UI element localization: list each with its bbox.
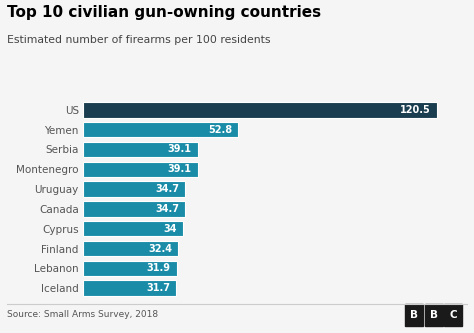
Text: 39.1: 39.1 [168, 164, 192, 174]
Text: 52.8: 52.8 [208, 125, 232, 135]
Text: Top 10 civilian gun-owning countries: Top 10 civilian gun-owning countries [7, 5, 321, 20]
Bar [83, 102, 437, 118]
Text: 34: 34 [164, 224, 177, 234]
Text: B: B [410, 310, 418, 320]
Bar [83, 221, 183, 236]
Bar [83, 122, 238, 137]
Text: B: B [430, 310, 438, 320]
Bar [83, 181, 185, 197]
Text: 34.7: 34.7 [155, 204, 179, 214]
Text: Estimated number of firearms per 100 residents: Estimated number of firearms per 100 res… [7, 35, 271, 45]
Text: 39.1: 39.1 [168, 145, 192, 155]
Text: 34.7: 34.7 [155, 184, 179, 194]
Text: C: C [449, 310, 457, 320]
Text: 31.7: 31.7 [146, 283, 170, 293]
Bar [83, 280, 176, 296]
Bar [83, 162, 198, 177]
Bar [83, 201, 185, 216]
Text: 120.5: 120.5 [400, 105, 431, 115]
Text: 31.9: 31.9 [147, 263, 171, 273]
Text: 32.4: 32.4 [148, 243, 172, 253]
Text: Source: Small Arms Survey, 2018: Source: Small Arms Survey, 2018 [7, 310, 158, 319]
Bar [83, 261, 177, 276]
Bar [83, 241, 178, 256]
Bar [83, 142, 198, 157]
